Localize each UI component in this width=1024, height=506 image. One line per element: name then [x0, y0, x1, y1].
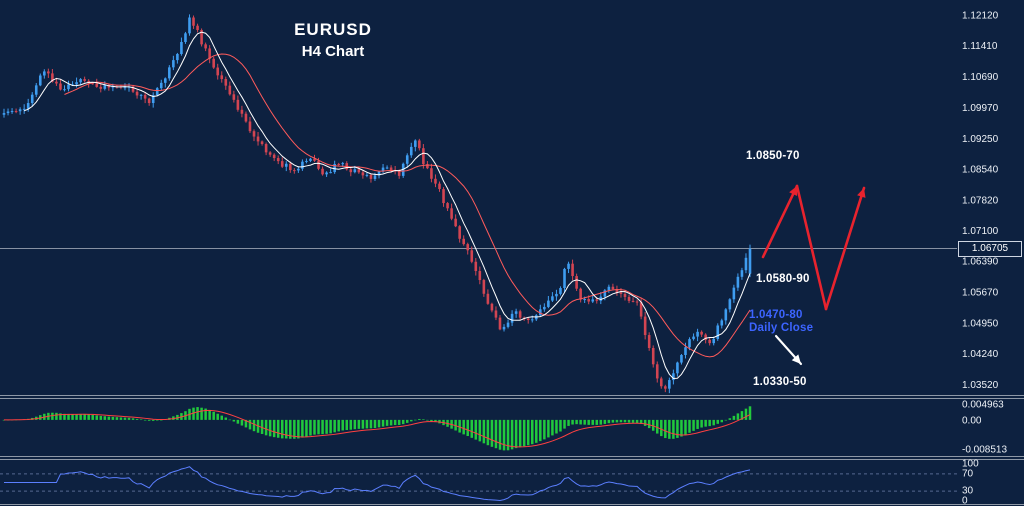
- macd-indicator: [2, 406, 752, 451]
- price-axis-label: 1.11410: [962, 41, 998, 52]
- chart-timeframe: H4 Chart: [301, 43, 365, 60]
- price-axis-label: 1.03520: [962, 380, 999, 391]
- price-axis-label: 1.07100: [962, 226, 999, 237]
- rsi-axis-label: 100: [962, 459, 979, 470]
- annotation-arrows: [761, 184, 866, 366]
- right-price-axis: 1.12120 1.11410 1.10690 1.09970 1.09250 1.085…: [962, 11, 1007, 506]
- price-axis-label: 1.12120: [962, 11, 999, 22]
- level-label-daily-close-text: Daily Close: [749, 322, 814, 334]
- macd-axis-label: 0.00: [962, 416, 982, 427]
- level-label-support-mid: 1.0580-90: [756, 273, 810, 285]
- price-axis-label: 1.06390: [962, 257, 999, 268]
- price-axis-label: 1.09970: [962, 103, 999, 114]
- rsi-indicator: [0, 466, 957, 502]
- moving-averages: [23, 31, 751, 380]
- price-axis-label: 1.09250: [962, 134, 999, 145]
- rsi-axis-label: 0: [962, 496, 968, 506]
- price-axis-label: 1.05670: [962, 288, 999, 299]
- level-label-resistance: 1.0850-70: [746, 150, 800, 162]
- candlesticks: [2, 14, 752, 394]
- current-price-tag: 1.06705: [958, 240, 1022, 257]
- price-axis-label: 1.07820: [962, 195, 999, 206]
- price-axis-label: 1.04950: [962, 319, 999, 330]
- chart-title: EURUSD H4 Chart: [258, 20, 408, 60]
- panel-separators: [0, 395, 1024, 505]
- macd-axis-label: -0.008513: [962, 445, 1007, 456]
- level-label-support-low: 1.0330-50: [753, 376, 807, 388]
- macd-axis-label: 0.004963: [962, 400, 1004, 411]
- price-axis-label: 1.10690: [962, 72, 999, 83]
- chart-symbol: EURUSD: [294, 20, 372, 39]
- level-label-daily-close-price: 1.0470-80: [749, 309, 803, 321]
- rsi-axis-label: 70: [962, 469, 974, 480]
- price-axis-label: 1.08540: [962, 164, 999, 175]
- price-axis-label: 1.04240: [962, 349, 999, 360]
- rsi-axis-label: 30: [962, 486, 974, 497]
